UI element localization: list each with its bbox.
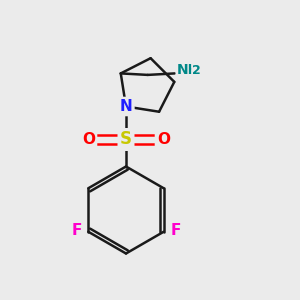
Text: O: O bbox=[82, 132, 95, 147]
Text: F: F bbox=[170, 223, 181, 238]
Text: F: F bbox=[71, 223, 82, 238]
Text: N: N bbox=[120, 99, 132, 114]
Text: 2: 2 bbox=[192, 64, 201, 77]
Text: NH: NH bbox=[176, 63, 200, 77]
Text: S: S bbox=[120, 130, 132, 148]
Text: O: O bbox=[157, 132, 170, 147]
